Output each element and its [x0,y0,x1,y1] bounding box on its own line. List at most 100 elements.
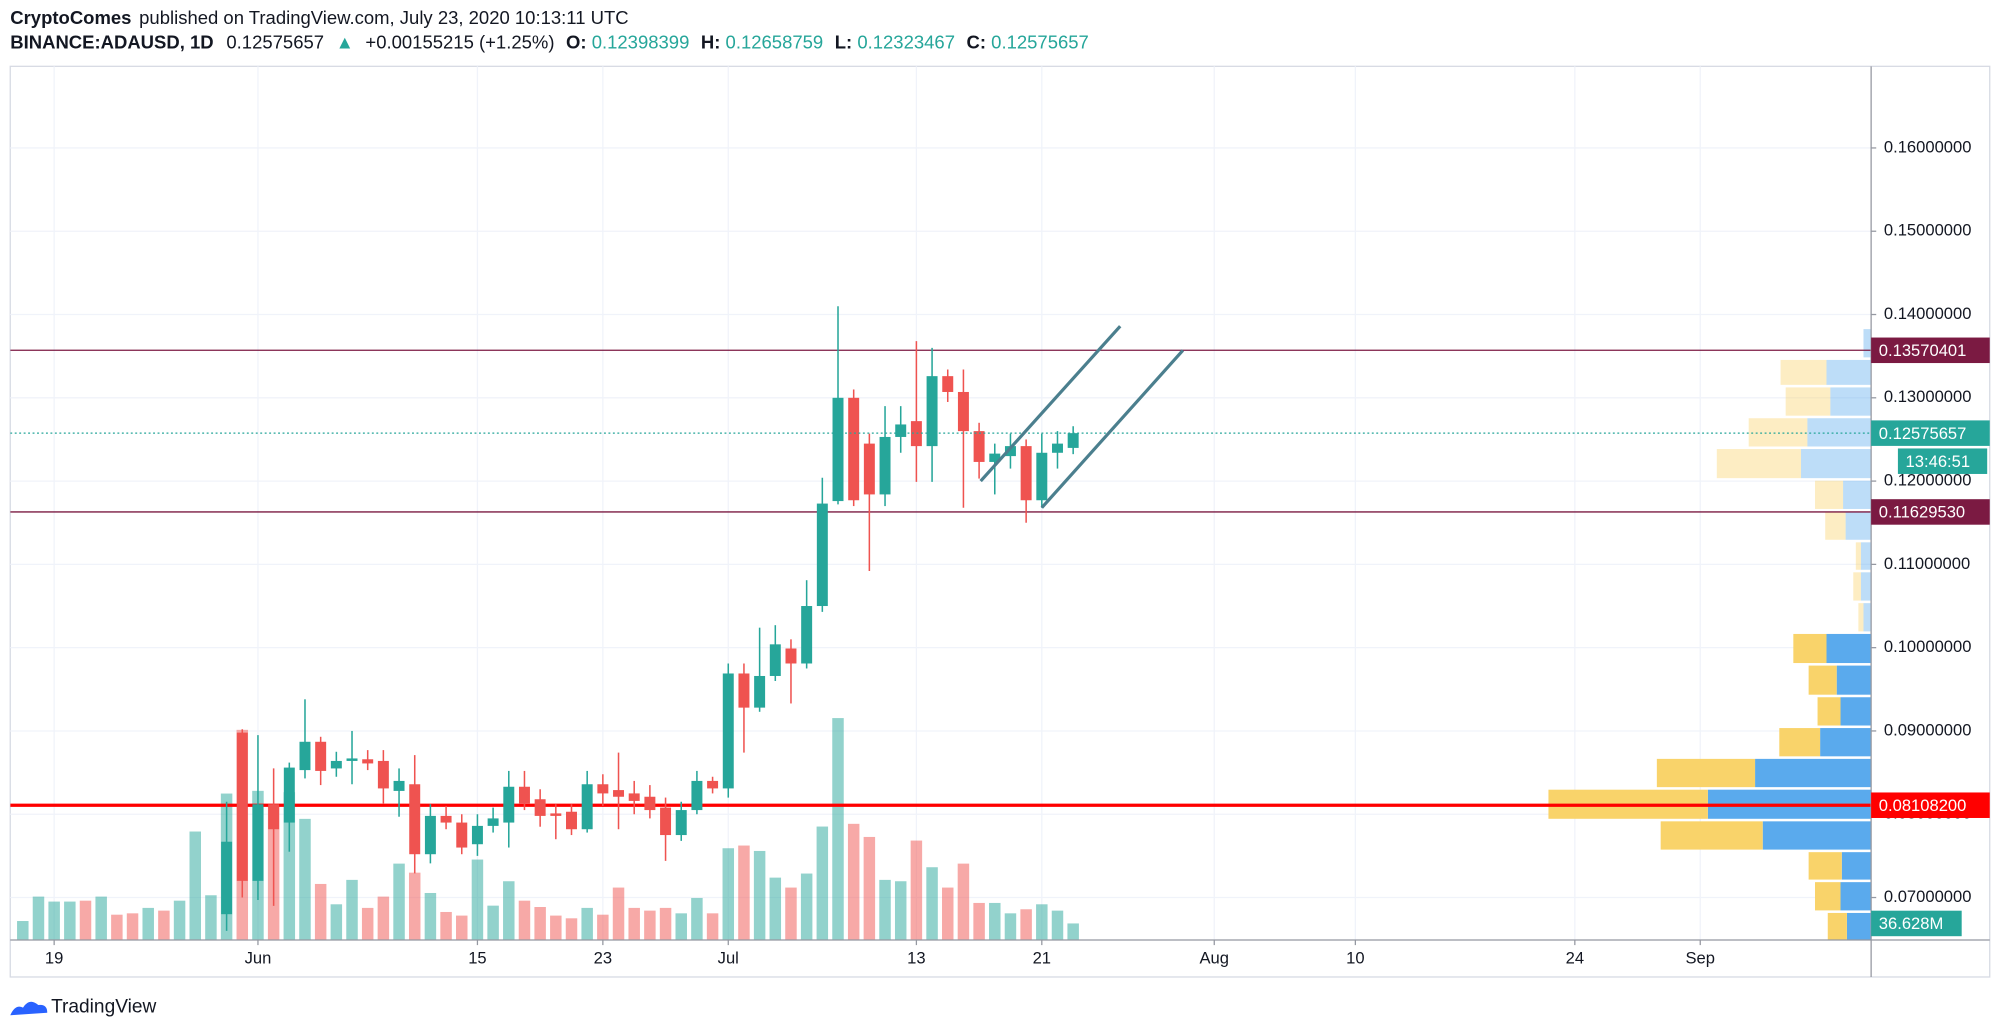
y-tick-label: 0.14000000 [1884,304,1972,323]
profile-up [1846,912,1872,940]
volume-bar [581,907,593,940]
volume-bar [753,850,766,940]
volume-bar [863,836,876,940]
profile-down [1858,603,1864,632]
y-tick-label: 0.07000000 [1884,887,1972,906]
logo-icon [10,1001,48,1016]
x-tick-label: 15 [468,949,486,968]
volume-bar [205,895,217,940]
volume-bar [565,918,578,940]
open-value: 0.12398399 [592,31,690,52]
profile-down [1855,542,1861,570]
candle-body [377,760,389,789]
candle-body [315,741,327,771]
volume-bar [894,881,907,940]
change: +0.00155215 (+1.25%) [365,31,554,52]
candle-body [785,648,797,664]
profile-up [1826,633,1872,664]
volume-bar [973,902,985,940]
candle-body [440,815,452,823]
candle-body [989,453,1001,462]
close-label: C: [967,31,987,52]
last-price-tag-bg [1871,420,1990,446]
candle-body [957,391,969,432]
last-price-tag: 0.12575657 [1879,424,1967,443]
x-tick-label: Jul [718,949,739,968]
high-value: 0.12658759 [726,31,824,52]
profile-down [1808,852,1842,880]
volume-bar [644,910,656,940]
volume-bar [487,905,499,940]
line-price-tag: 0.08108200 [1879,796,1967,815]
volume-bar [330,904,343,940]
volume-bar [111,914,123,940]
line-price-tag-bg [1871,499,1990,525]
volume-bar [597,914,609,940]
y-tick-label: 0.09000000 [1884,720,1972,739]
candle-body [424,815,436,855]
candle-body [660,807,672,836]
volume-bar [675,913,687,940]
volume-bar [1004,913,1017,940]
volume-bar [1036,904,1048,940]
y-tick-label: 0.12000000 [1884,470,1972,489]
profile-up [1843,480,1872,509]
volume-bar [361,907,374,940]
candle-body [299,741,311,771]
line-price-tag-bg [1871,337,1990,364]
y-tick-label: 0.11000000 [1884,554,1970,573]
plot-area [10,306,1872,940]
volume-bar [722,848,735,940]
candle-body [879,436,891,495]
volume-bar [32,896,45,940]
last-price: 0.12575657 [226,31,324,52]
volume-bar [158,910,170,940]
profile-up [1860,572,1872,601]
x-tick-label: Jun [245,949,272,968]
candle-body [848,397,860,501]
volume-bar [173,900,186,940]
candle-body [832,397,844,502]
volume-bar [299,818,311,940]
profile-up [1826,359,1872,385]
candle-body [754,675,766,708]
volume-bar [189,831,201,940]
profile-down [1779,728,1821,757]
volume-tag: 36.628M [1879,914,1944,933]
volume-bar [691,897,703,940]
y-tick-label: 0.10000000 [1884,637,1972,656]
profile-down [1853,572,1861,601]
volume-bar [847,823,860,940]
candle-body [1052,443,1063,453]
profile-up [1830,387,1872,416]
candle-body [926,376,938,447]
volume-bar [64,901,76,940]
candle-body [973,431,985,462]
axes: 19 Jun 15 23 Jul 13 21 Aug 10 24 Sep 0.07000000 0.08… [45,137,1990,968]
footer-logo: TradingView [10,997,157,1018]
x-tick-label: 10 [1346,949,1364,968]
volume-bar [314,883,327,940]
volume-bar [393,863,405,940]
candle-body [691,780,703,811]
profile-up [1845,511,1872,540]
profile-down [1808,665,1837,695]
y-tick-label: 0.15000000 [1884,221,1972,240]
volume-bar [879,879,891,940]
candle-body [942,376,954,392]
x-tick-label: Aug [1200,949,1230,968]
candle-body [738,673,750,708]
candle-body [1020,446,1032,501]
profile-down [1785,387,1831,416]
profile-up [1840,882,1872,911]
candle-body [534,799,546,816]
author: CryptoComes [10,7,131,28]
profile-down [1815,480,1844,509]
volume-bar [503,881,515,940]
y-tick-label: 0.13000000 [1884,387,1972,406]
arrow: ▲ [336,31,354,52]
profile-down [1780,359,1827,385]
volume-bar [346,879,358,940]
candle-body [487,818,499,826]
volume-bar [283,792,296,940]
